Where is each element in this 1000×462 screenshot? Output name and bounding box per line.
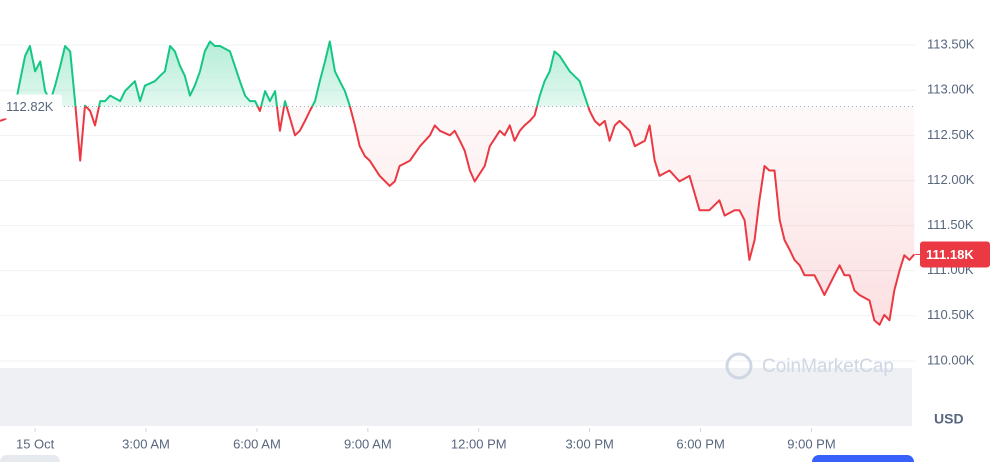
- y-tick-label: 112.00K: [927, 172, 975, 187]
- baseline-label: 112.82K: [6, 99, 54, 114]
- x-tick-label: 9:00 PM: [787, 436, 835, 451]
- y-tick-label: 110.00K: [927, 352, 975, 367]
- x-tick-label: 6:00 PM: [676, 436, 724, 451]
- x-tick-label: 6:00 AM: [233, 436, 281, 451]
- range-handle[interactable]: [812, 455, 914, 462]
- x-tick-label: 9:00 AM: [344, 436, 392, 451]
- volume-area: [0, 368, 912, 426]
- y-tick-label: 113.50K: [927, 37, 975, 52]
- currency-label: USD: [934, 411, 964, 427]
- y-tick-label: 110.50K: [927, 307, 975, 322]
- x-tick-label: 12:00 PM: [451, 436, 507, 451]
- watermark-text: CoinMarketCap: [762, 356, 894, 377]
- x-tick-label: 15 Oct: [16, 436, 55, 451]
- baseline-label-bg: [0, 94, 62, 119]
- current-label: 111.18K: [926, 247, 974, 262]
- x-tick-label: 3:00 PM: [565, 436, 613, 451]
- y-tick-label: 113.00K: [927, 82, 975, 97]
- current-label-bg: [920, 241, 990, 268]
- area: [0, 41, 915, 325]
- y-tick-label: 111.50K: [927, 217, 974, 232]
- price-line: [0, 40, 916, 326]
- scroll-handle[interactable]: [0, 455, 60, 462]
- x-tick-label: 3:00 AM: [122, 436, 170, 451]
- watermark: CoinMarketCap: [725, 352, 894, 380]
- y-tick-label: 112.50K: [927, 127, 975, 142]
